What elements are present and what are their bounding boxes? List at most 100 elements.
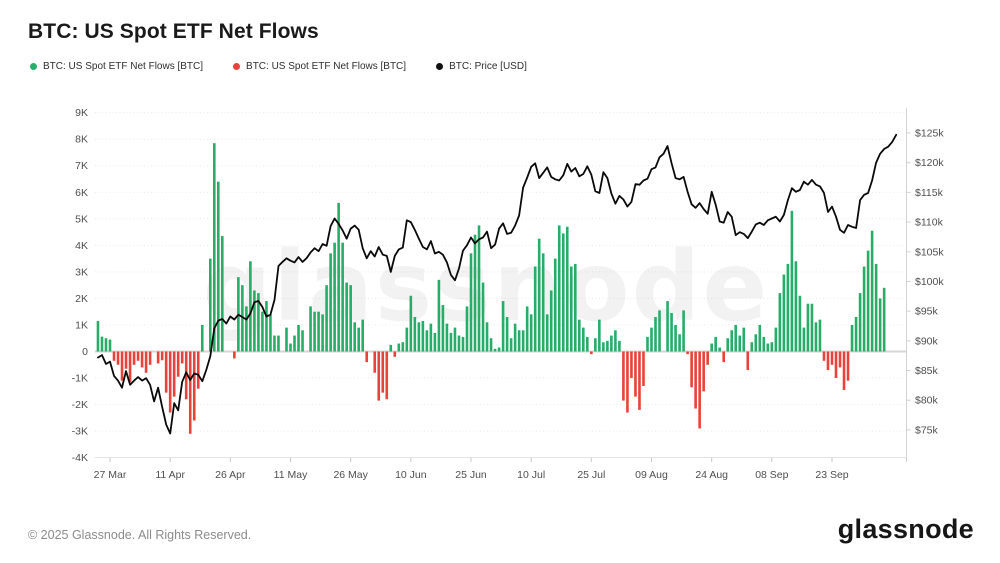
outflow-bar bbox=[196, 351, 200, 389]
inflow-bar bbox=[602, 342, 605, 352]
right-axis-label: $90k bbox=[915, 335, 939, 347]
inflow-bar bbox=[734, 324, 738, 352]
outflow-bar bbox=[385, 351, 389, 400]
axis-labels: $125k $120k $115k $110k $105k $100k $95k $90k $8… bbox=[72, 107, 945, 481]
right-axis-label: $125k bbox=[915, 128, 944, 140]
inflow-bar bbox=[766, 343, 770, 352]
inflow-bar bbox=[389, 344, 393, 352]
x-axis-label: 27 Mar bbox=[94, 469, 127, 481]
inflow-bar bbox=[762, 336, 766, 352]
outflow-bar bbox=[686, 351, 689, 355]
left-axis-label: 4K bbox=[75, 240, 88, 252]
inflow-bar bbox=[241, 285, 244, 352]
inflow-bar bbox=[361, 319, 364, 352]
outflow-bar bbox=[746, 351, 750, 371]
inflow-bar bbox=[545, 314, 549, 352]
inflow-bar bbox=[349, 285, 352, 352]
outflow-bar bbox=[642, 351, 645, 386]
inflow-bar bbox=[501, 301, 505, 352]
glassnode-logo: glassnode bbox=[837, 514, 974, 544]
inflow-bar bbox=[533, 266, 537, 352]
inflow-bar bbox=[742, 327, 746, 352]
inflow-bar bbox=[670, 313, 673, 352]
inflow-bar bbox=[221, 236, 224, 352]
inflow-bar bbox=[333, 242, 336, 352]
inflow-bar bbox=[786, 263, 790, 352]
outflow-bar bbox=[634, 351, 637, 397]
outflow-bar bbox=[128, 351, 132, 383]
flow-bars bbox=[96, 143, 886, 434]
left-axis-label: 8K bbox=[75, 134, 88, 146]
inflow-bar bbox=[497, 347, 501, 352]
inflow-bar bbox=[445, 323, 449, 352]
outflow-bar bbox=[120, 351, 124, 381]
inflow-bar bbox=[866, 250, 870, 352]
legend-item-outflows: BTC: US Spot ETF Net Flows [BTC] bbox=[233, 61, 406, 72]
x-axis-label: 11 Apr bbox=[155, 469, 185, 481]
right-axis-label: $85k bbox=[915, 365, 939, 377]
outflow-bar bbox=[192, 351, 196, 421]
inflow-bar bbox=[557, 225, 561, 352]
inflow-bar bbox=[666, 301, 669, 352]
inflow-bar bbox=[437, 279, 441, 352]
inflow-bar bbox=[565, 226, 569, 352]
outflow-bar bbox=[140, 351, 144, 368]
right-axis-label: $110k bbox=[915, 217, 944, 229]
outflow-bar bbox=[180, 351, 184, 364]
inflow-bar bbox=[257, 293, 260, 352]
inflow-bar bbox=[862, 266, 866, 352]
inflow-bar bbox=[658, 310, 661, 352]
inflow-bar bbox=[802, 327, 806, 352]
inflow-bar bbox=[313, 311, 316, 352]
left-axis-label: -4K bbox=[72, 452, 88, 464]
inflow-bar bbox=[269, 314, 272, 352]
left-axis-label: -2K bbox=[72, 399, 88, 411]
inflow-bar bbox=[413, 317, 417, 352]
inflow-bar bbox=[273, 335, 276, 352]
inflow-bar bbox=[541, 253, 545, 352]
inflow-bar bbox=[345, 282, 348, 352]
x-axis-label: 23 Sep bbox=[815, 469, 848, 481]
outflow-bar bbox=[393, 351, 397, 357]
x-axis-label: 09 Aug bbox=[635, 469, 668, 481]
inflow-bar bbox=[485, 322, 489, 352]
inflow-bar bbox=[790, 210, 794, 352]
legend-outflow-label: BTC: US Spot ETF Net Flows [BTC] bbox=[246, 61, 407, 72]
outflow-bar bbox=[826, 351, 830, 371]
outflow-bar bbox=[132, 351, 136, 365]
inflow-bar bbox=[253, 290, 256, 352]
inflow-bar bbox=[726, 338, 730, 352]
inflow-bar bbox=[489, 338, 493, 352]
inflow-bar bbox=[806, 303, 810, 352]
inflow-bar bbox=[433, 332, 437, 352]
inflow-bar bbox=[505, 317, 509, 352]
legend-item-price: BTC: Price [USD] bbox=[436, 61, 527, 72]
legend-inflow-label: BTC: US Spot ETF Net Flows [BTC] bbox=[43, 61, 204, 72]
right-axis-label: $120k bbox=[915, 157, 944, 169]
legend: BTC: US Spot ETF Net Flows [BTC] BTC: US… bbox=[30, 61, 527, 72]
outflow-bar bbox=[148, 351, 152, 365]
outflow-bar bbox=[822, 351, 826, 361]
inflow-bar bbox=[606, 340, 609, 352]
inflow-bar bbox=[405, 327, 409, 352]
left-axis-label: -3K bbox=[72, 426, 88, 438]
inflow-bar bbox=[814, 322, 818, 352]
right-axis-label: $115k bbox=[915, 187, 944, 199]
inflow-bar bbox=[441, 305, 445, 352]
outflow-bar bbox=[172, 351, 176, 397]
inflow-bar bbox=[654, 317, 657, 352]
inflow-bar bbox=[321, 314, 324, 352]
inflow-bar bbox=[674, 324, 677, 352]
inflow-bar bbox=[569, 266, 573, 352]
inflow-bar bbox=[108, 339, 112, 352]
outflow-bar bbox=[846, 351, 850, 381]
x-axis-label: 25 Jul bbox=[577, 469, 605, 481]
inflow-bar bbox=[870, 230, 874, 352]
inflow-bar bbox=[730, 330, 734, 352]
right-axis-label: $100k bbox=[915, 276, 944, 288]
outflow-bar bbox=[834, 351, 838, 379]
inflow-bar bbox=[582, 327, 585, 352]
inflow-bar bbox=[573, 263, 577, 352]
inflow-bar bbox=[521, 330, 525, 352]
outflow-bar bbox=[168, 351, 172, 413]
